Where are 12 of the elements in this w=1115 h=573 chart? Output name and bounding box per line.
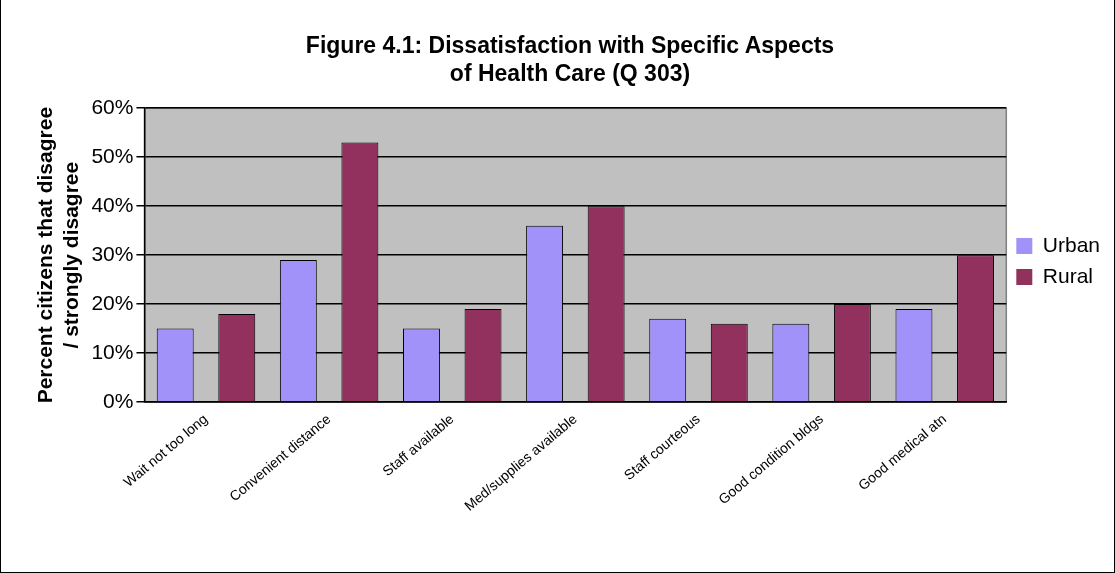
y-tick-label: 0% bbox=[103, 388, 134, 412]
legend-label: Urban bbox=[1042, 232, 1101, 256]
y-tick-label: 20% bbox=[91, 290, 134, 314]
legend-label: Rural bbox=[1042, 263, 1093, 287]
y-tick-label: 60% bbox=[91, 95, 134, 118]
chart-title: Figure 4.1: Dissatisfaction with Specific Aspects of Health Care (Q 303) bbox=[305, 32, 835, 86]
y-tick-label: 30% bbox=[91, 241, 134, 265]
y-tick-label: 50% bbox=[91, 143, 134, 167]
x-tick-label: Wait not too long bbox=[120, 410, 211, 490]
y-tick-label: 40% bbox=[91, 192, 134, 216]
y-axis-title: Percent citizens that disagree / strongly disagree bbox=[33, 106, 82, 404]
y-tick-label: 10% bbox=[91, 339, 134, 363]
